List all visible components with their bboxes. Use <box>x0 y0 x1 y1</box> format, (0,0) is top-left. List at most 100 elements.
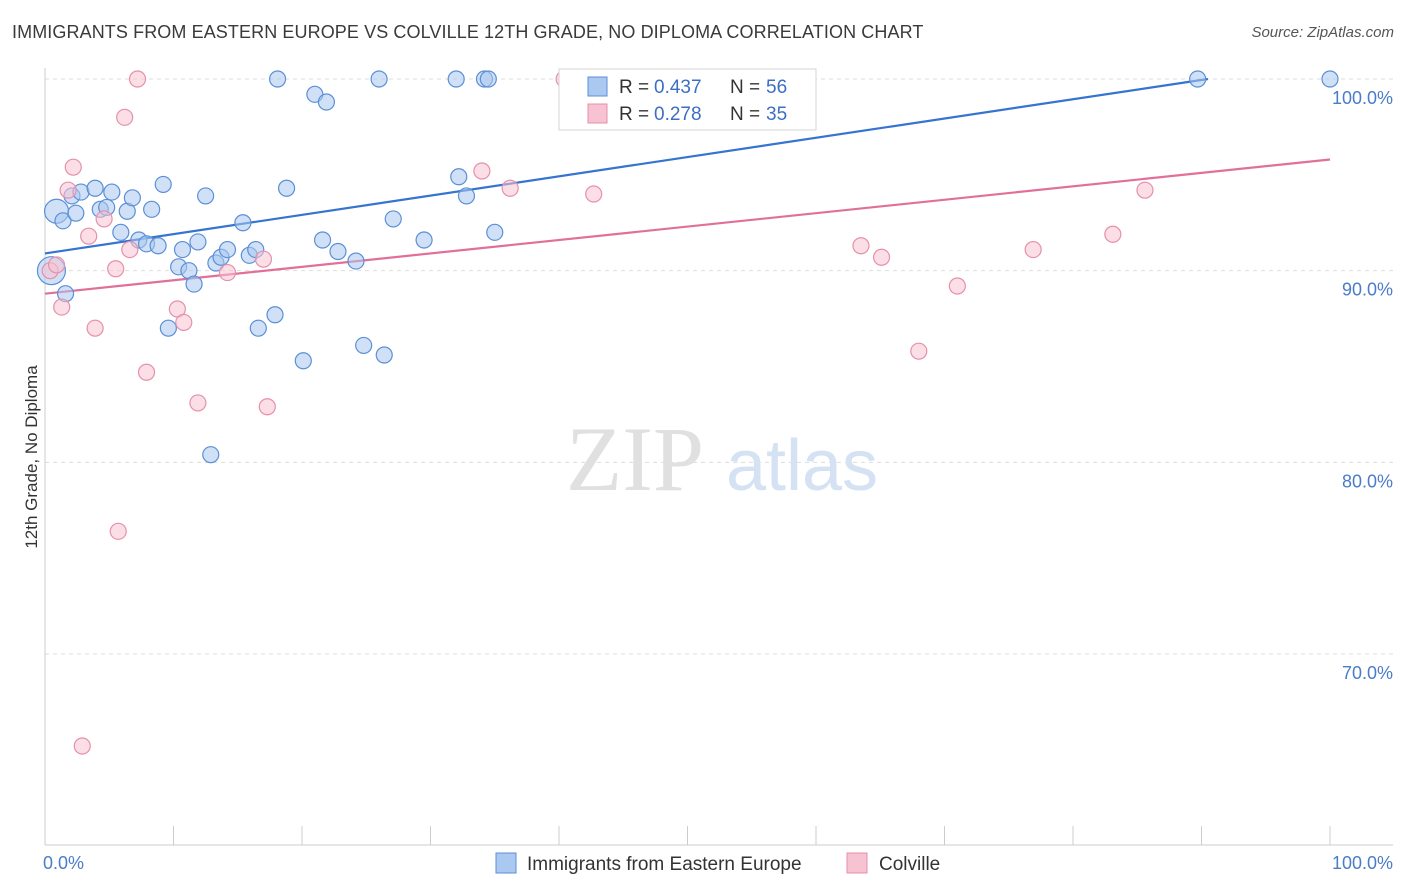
data-point-pink <box>86 319 104 337</box>
data-point-pink <box>95 210 113 228</box>
data-point-blue <box>86 179 104 197</box>
data-point-blue <box>268 70 287 88</box>
data-point-pink <box>473 162 491 180</box>
y-tick-label-70: 70.0% <box>1342 663 1393 683</box>
data-point-blue <box>266 306 284 324</box>
y-tick-label-100: 100.0% <box>1332 88 1393 108</box>
data-point-blue <box>329 242 347 261</box>
data-point-pink <box>1136 181 1154 199</box>
data-point-blue <box>355 336 373 355</box>
data-point-blue <box>159 319 177 337</box>
data-point-blue <box>450 168 468 186</box>
series-legend-label-blue: Immigrants from Eastern Europe <box>527 854 802 875</box>
legend-n-value-blue: 56 <box>766 77 787 98</box>
data-point-pink <box>175 313 193 332</box>
data-point-blue <box>317 93 336 111</box>
data-point-blue <box>54 212 72 230</box>
legend-n-value-pink: 35 <box>766 104 787 125</box>
data-points <box>36 70 1339 755</box>
data-point-blue <box>294 352 312 370</box>
chart-title: IMMIGRANTS FROM EASTERN EUROPE VS COLVIL… <box>12 22 924 42</box>
data-point-blue <box>375 346 393 364</box>
data-point-blue <box>313 231 332 249</box>
data-point-blue <box>384 210 402 228</box>
data-point-blue <box>185 275 203 293</box>
data-point-blue <box>347 252 365 270</box>
data-point-blue <box>123 189 141 207</box>
data-point-blue <box>189 233 207 251</box>
legend-r-label-pink: R = <box>619 104 649 125</box>
legend-n-label-pink: N = <box>730 104 760 125</box>
y-tick-labels: 70.0% 80.0% 90.0% 100.0% <box>1332 88 1393 683</box>
data-point-pink <box>852 237 870 255</box>
data-point-pink <box>258 398 276 416</box>
data-point-blue <box>67 204 85 222</box>
data-point-pink <box>1104 225 1122 243</box>
trend-line-pink <box>44 158 1331 295</box>
x-tick-label-max: 100.0% <box>1332 853 1393 873</box>
data-point-blue <box>197 187 215 205</box>
y-tick-label-90: 90.0% <box>1342 280 1393 300</box>
data-point-pink <box>910 342 928 360</box>
watermark-zip: ZIP <box>566 408 704 510</box>
data-point-pink <box>64 158 82 176</box>
data-point-blue <box>173 240 192 259</box>
source-label: Source: ZipAtlas.com <box>1251 24 1394 41</box>
data-point-blue <box>218 240 237 259</box>
legend-swatch-pink <box>587 103 608 124</box>
data-point-blue <box>479 70 497 88</box>
data-point-pink <box>948 277 966 295</box>
data-point-pink <box>107 260 125 278</box>
data-point-pink <box>80 227 98 245</box>
data-point-pink <box>53 298 71 316</box>
data-point-blue <box>447 70 465 88</box>
data-point-blue <box>1189 70 1207 88</box>
data-point-pink <box>121 240 139 259</box>
series-legend: Immigrants from Eastern Europe Colville <box>495 852 940 875</box>
legend-r-label-blue: R = <box>619 77 649 98</box>
data-point-pink <box>128 70 147 88</box>
data-point-pink <box>59 181 77 199</box>
data-point-pink <box>73 737 91 755</box>
series-legend-swatch-pink <box>846 852 868 874</box>
data-point-blue <box>154 175 172 194</box>
data-point-blue <box>103 183 121 201</box>
data-point-pink <box>254 250 273 268</box>
data-point-pink <box>137 363 156 381</box>
x-tick-label-min: 0.0% <box>43 853 84 873</box>
data-point-blue <box>415 231 433 249</box>
data-point-pink <box>1024 240 1042 259</box>
grid-lines <box>45 78 1393 655</box>
data-point-blue <box>249 319 267 337</box>
data-point-pink <box>116 108 134 126</box>
series-legend-swatch-blue <box>495 852 517 874</box>
data-point-blue <box>234 214 252 232</box>
y-axis-label: 12th Grade, No Diploma <box>22 365 41 549</box>
data-point-pink <box>872 248 891 266</box>
data-point-blue <box>143 200 161 218</box>
series-legend-label-pink: Colville <box>879 854 940 875</box>
data-point-blue <box>486 223 504 241</box>
data-point-blue <box>149 237 167 255</box>
legend-r-value-blue: 0.437 <box>654 77 702 98</box>
data-point-blue <box>370 70 388 88</box>
axes <box>44 68 1393 846</box>
data-point-pink <box>218 263 237 282</box>
data-point-blue <box>112 223 130 241</box>
data-point-pink <box>109 522 127 540</box>
data-point-blue <box>1321 70 1339 88</box>
data-point-pink <box>47 256 66 274</box>
legend-swatch-blue <box>587 76 608 97</box>
watermark-atlas: atlas <box>726 426 878 506</box>
data-point-blue <box>202 446 220 464</box>
legend-r-value-pink: 0.278 <box>654 104 702 125</box>
data-point-blue <box>457 187 476 205</box>
correlation-legend: R = 0.437 N = 56 R = 0.278 N = 35 <box>558 68 817 131</box>
data-point-pink <box>585 185 603 203</box>
legend-n-label-blue: N = <box>730 77 760 98</box>
data-point-pink <box>189 394 207 412</box>
y-tick-label-80: 80.0% <box>1342 471 1393 491</box>
data-point-pink <box>501 179 519 197</box>
data-point-blue <box>277 179 296 197</box>
